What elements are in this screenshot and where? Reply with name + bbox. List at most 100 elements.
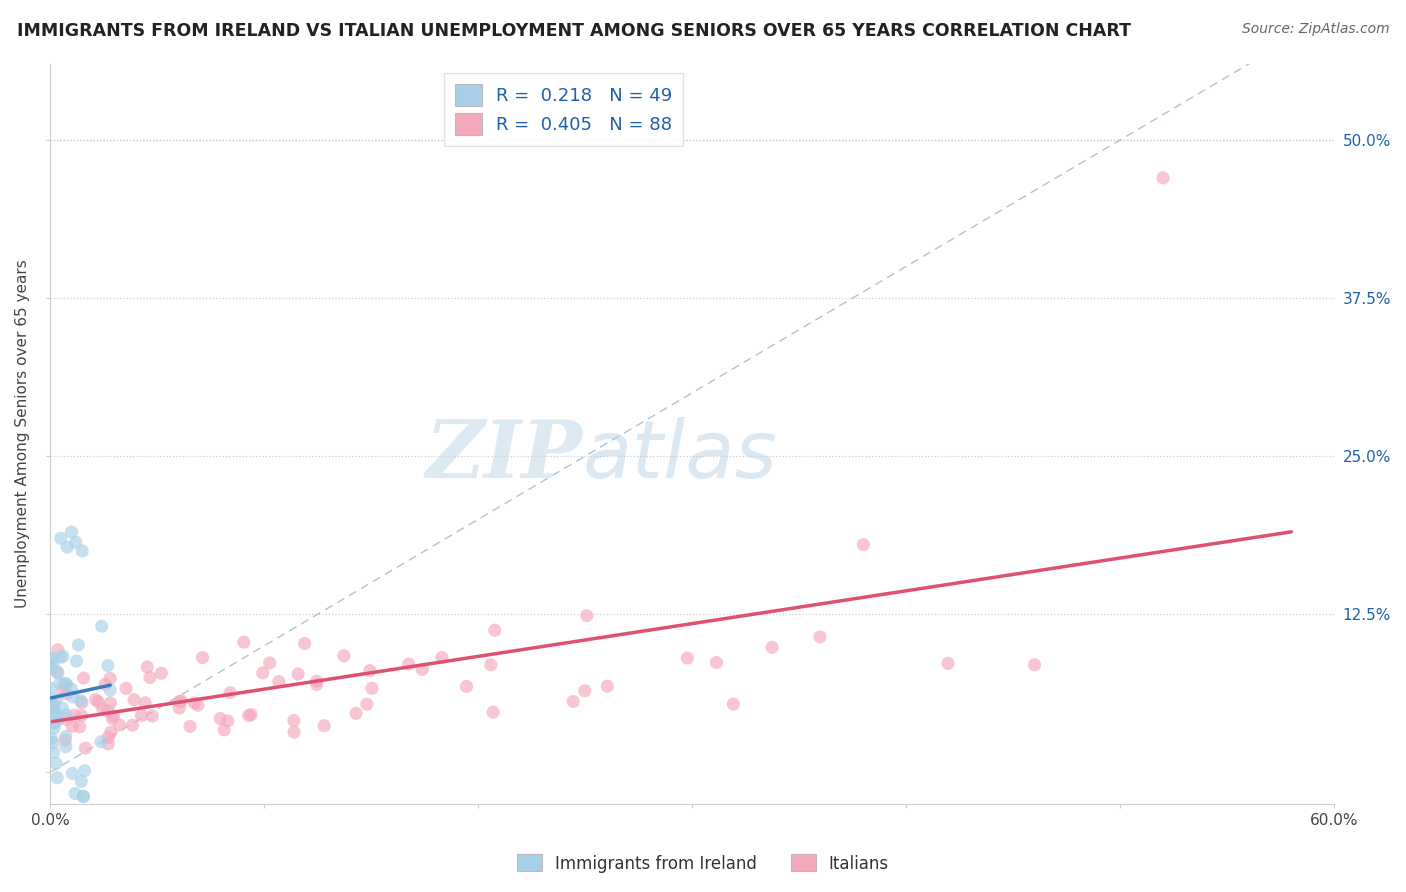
Point bbox=[191, 650, 214, 665]
Point bbox=[73, 764, 96, 778]
Point bbox=[45, 692, 67, 706]
Point bbox=[283, 725, 305, 739]
Point bbox=[131, 708, 153, 723]
Point bbox=[62, 690, 84, 704]
Point bbox=[72, 789, 94, 804]
Point bbox=[46, 665, 69, 679]
Point bbox=[42, 716, 65, 731]
Point bbox=[359, 664, 381, 678]
Point bbox=[411, 662, 433, 676]
Point bbox=[252, 665, 274, 680]
Point bbox=[42, 721, 65, 735]
Point bbox=[45, 715, 67, 730]
Point bbox=[482, 705, 505, 719]
Point bbox=[39, 661, 62, 675]
Point bbox=[60, 524, 83, 539]
Point bbox=[65, 654, 87, 668]
Point bbox=[91, 702, 114, 716]
Point bbox=[333, 648, 356, 663]
Point bbox=[72, 789, 94, 804]
Point bbox=[852, 538, 875, 552]
Point bbox=[42, 658, 65, 673]
Y-axis label: Unemployment Among Seniors over 65 years: Unemployment Among Seniors over 65 years bbox=[15, 260, 30, 608]
Point bbox=[1152, 170, 1174, 185]
Point bbox=[98, 682, 121, 697]
Point bbox=[398, 657, 420, 672]
Point bbox=[55, 713, 77, 727]
Point bbox=[108, 718, 131, 732]
Point bbox=[70, 696, 93, 710]
Point bbox=[55, 707, 77, 722]
Point bbox=[212, 723, 235, 737]
Point bbox=[90, 619, 112, 633]
Point bbox=[314, 719, 336, 733]
Point bbox=[596, 679, 619, 693]
Text: Source: ZipAtlas.com: Source: ZipAtlas.com bbox=[1241, 22, 1389, 37]
Point bbox=[52, 682, 75, 697]
Point bbox=[761, 640, 783, 655]
Point bbox=[49, 676, 72, 690]
Point bbox=[41, 699, 63, 714]
Point bbox=[1024, 657, 1046, 672]
Point bbox=[267, 674, 290, 689]
Point bbox=[97, 658, 120, 673]
Point bbox=[84, 692, 107, 706]
Point bbox=[97, 737, 120, 751]
Point bbox=[39, 652, 62, 666]
Point bbox=[219, 686, 242, 700]
Point bbox=[90, 735, 112, 749]
Point bbox=[706, 656, 728, 670]
Point bbox=[183, 696, 205, 710]
Point bbox=[56, 687, 79, 701]
Point bbox=[94, 677, 117, 691]
Point bbox=[456, 679, 478, 693]
Point bbox=[484, 624, 506, 638]
Point bbox=[72, 671, 94, 685]
Point bbox=[283, 714, 305, 728]
Point bbox=[39, 681, 62, 696]
Point bbox=[39, 731, 62, 746]
Point bbox=[240, 707, 263, 722]
Text: IMMIGRANTS FROM IRELAND VS ITALIAN UNEMPLOYMENT AMONG SENIORS OVER 65 YEARS CORR: IMMIGRANTS FROM IRELAND VS ITALIAN UNEMP… bbox=[17, 22, 1130, 40]
Point bbox=[305, 677, 328, 691]
Point bbox=[41, 698, 63, 712]
Point bbox=[479, 657, 502, 672]
Point bbox=[115, 681, 138, 696]
Point bbox=[60, 766, 83, 780]
Point bbox=[575, 608, 598, 623]
Point bbox=[60, 681, 83, 696]
Point bbox=[70, 544, 93, 558]
Point bbox=[574, 683, 596, 698]
Point bbox=[63, 708, 86, 723]
Point bbox=[150, 666, 173, 681]
Point bbox=[45, 756, 67, 771]
Point bbox=[42, 697, 65, 711]
Point bbox=[55, 739, 77, 754]
Point bbox=[562, 694, 585, 708]
Point bbox=[294, 636, 316, 650]
Point bbox=[69, 720, 91, 734]
Point bbox=[98, 672, 121, 686]
Point bbox=[41, 700, 63, 714]
Point bbox=[55, 730, 77, 744]
Point bbox=[676, 651, 699, 665]
Point bbox=[46, 771, 69, 785]
Point bbox=[46, 643, 69, 657]
Point bbox=[46, 666, 69, 681]
Point bbox=[232, 635, 254, 649]
Point bbox=[121, 718, 143, 732]
Point bbox=[217, 714, 239, 728]
Point bbox=[46, 712, 69, 726]
Point bbox=[356, 697, 378, 711]
Point bbox=[51, 701, 73, 715]
Point bbox=[63, 787, 86, 801]
Legend: R =  0.218   N = 49, R =  0.405   N = 88: R = 0.218 N = 49, R = 0.405 N = 88 bbox=[444, 73, 683, 146]
Point bbox=[44, 701, 66, 715]
Point bbox=[238, 708, 260, 723]
Point bbox=[936, 657, 959, 671]
Point bbox=[53, 677, 76, 691]
Point bbox=[430, 650, 453, 665]
Point bbox=[101, 712, 124, 726]
Point bbox=[305, 674, 328, 689]
Point bbox=[41, 651, 63, 665]
